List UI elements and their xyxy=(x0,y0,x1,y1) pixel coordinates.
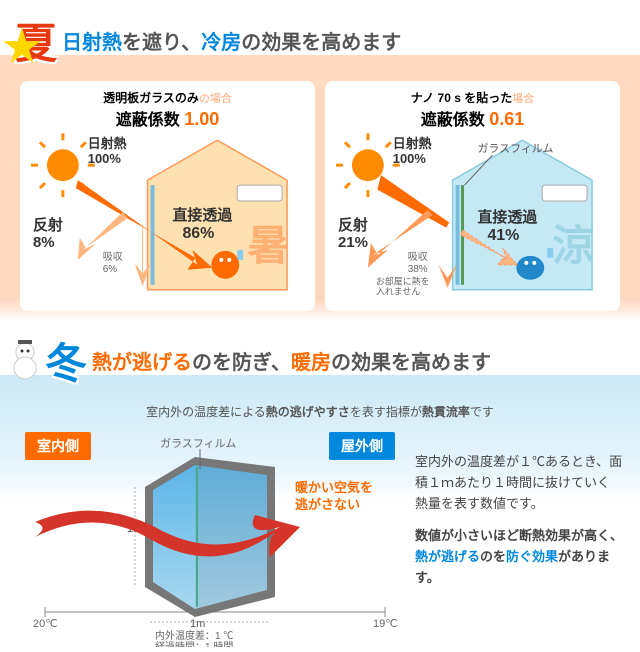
svg-text:1m: 1m xyxy=(190,618,205,630)
svg-text:20℃: 20℃ xyxy=(33,618,58,630)
winter-description: 室内外の温度差が１℃あるとき、面積１ｍあたり１時間に抜けていく 熱量を表す数値で… xyxy=(415,427,625,647)
sunflower-icon xyxy=(7,32,37,62)
diag-left-title: 透明板ガラスのみの場合 xyxy=(28,89,307,106)
winter-char: 冬 xyxy=(45,330,87,391)
winter-body: 室内側 屋外側 ガラスフィルム 20℃ 19℃ 1m 1m xyxy=(0,422,640,652)
svg-text:吸収: 吸収 xyxy=(103,251,123,263)
svg-text:入れません: 入れません xyxy=(376,287,421,297)
svg-text:暖かい空気を: 暖かい空気を xyxy=(295,480,373,495)
svg-text:逃がさない: 逃がさない xyxy=(295,497,360,512)
house-diagram-left: 暑 日射熱 100% 反射 8% 吸収 6% 直接透過 86% xyxy=(28,130,307,300)
svg-text:41%: 41% xyxy=(487,227,519,244)
svg-text:内外温度差：1 ℃: 内外温度差：1 ℃ xyxy=(155,629,233,642)
winter-section: 冬 熱が逃げるのを防ぎ、暖房の効果を高めます 室内外の温度差による熱の逃げやすさ… xyxy=(0,320,640,640)
svg-text:38%: 38% xyxy=(408,264,428,275)
svg-text:暑: 暑 xyxy=(247,222,289,269)
svg-text:お部屋に熱を: お部屋に熱を xyxy=(376,276,430,287)
svg-text:6%: 6% xyxy=(103,264,118,275)
house-diagram-right: 涼 ガラスフィルム 日射熱 100% 反射 21% 吸収 38% 直接透過 xyxy=(333,130,612,300)
diagram-with-film: ナノ 70 s を貼った場合 遮蔽係数 0.61 涼 ガラスフィルム 日射 xyxy=(325,81,620,311)
svg-text:19℃: 19℃ xyxy=(373,618,398,630)
summer-char: 夏 xyxy=(15,10,57,71)
svg-text:日射熱: 日射熱 xyxy=(393,136,432,151)
diag-right-coef: 遮蔽係数 0.61 xyxy=(333,106,612,130)
winter-subtitle: 室内外の温度差による熱の逃げやすさを表す指標が熱貫流率です xyxy=(0,401,640,422)
summer-title: 日射熱を遮り、冷房の効果を高めます xyxy=(62,26,401,55)
svg-text:21%: 21% xyxy=(338,234,368,251)
svg-text:吸収: 吸収 xyxy=(408,251,428,263)
winter-title-row: 冬 熱が逃げるのを防ぎ、暖房の効果を高めます xyxy=(0,320,640,401)
svg-text:86%: 86% xyxy=(182,225,214,242)
svg-text:反射: 反射 xyxy=(33,216,63,234)
winter-title: 熱が逃げるのを防ぎ、暖房の効果を高めます xyxy=(92,346,491,375)
summer-diagrams: 透明板ガラスのみの場合 遮蔽係数 1.00 暑 日射熱 100% 反射 8% 吸 xyxy=(0,81,640,311)
outdoor-label: 屋外側 xyxy=(329,432,395,460)
svg-text:ガラスフィルム: ガラスフィルム xyxy=(477,142,553,155)
svg-text:経過時間：1 時間: 経過時間：1 時間 xyxy=(155,640,233,647)
svg-text:100%: 100% xyxy=(393,151,427,166)
snowman-icon xyxy=(8,340,43,380)
svg-text:直接透過: 直接透過 xyxy=(477,208,538,226)
diag-left-coef: 遮蔽係数 1.00 xyxy=(28,106,307,130)
summer-section: 夏 日射熱を遮り、冷房の効果を高めます 透明板ガラスのみの場合 遮蔽係数 1.0… xyxy=(0,0,640,320)
summer-title-row: 夏 日射熱を遮り、冷房の効果を高めます xyxy=(0,0,640,81)
winter-diagram: 室内側 屋外側 ガラスフィルム 20℃ 19℃ 1m 1m xyxy=(15,427,405,647)
indoor-label: 室内側 xyxy=(25,432,91,460)
svg-text:8%: 8% xyxy=(33,234,55,251)
svg-text:直接透過: 直接透過 xyxy=(172,206,233,224)
diagram-glass-only: 透明板ガラスのみの場合 遮蔽係数 1.00 暑 日射熱 100% 反射 8% 吸 xyxy=(20,81,315,311)
diag-right-title: ナノ 70 s を貼った場合 xyxy=(333,89,612,106)
window-heat-diagram: 20℃ 19℃ 1m 1m 暖かい空気を 逃がさない 内外温度差：1 ℃ xyxy=(15,427,405,647)
svg-text:日射熱: 日射熱 xyxy=(88,136,127,151)
svg-text:反射: 反射 xyxy=(338,216,368,234)
film-label: ガラスフィルム xyxy=(160,435,236,451)
svg-text:100%: 100% xyxy=(88,151,122,166)
svg-text:涼: 涼 xyxy=(552,222,594,269)
